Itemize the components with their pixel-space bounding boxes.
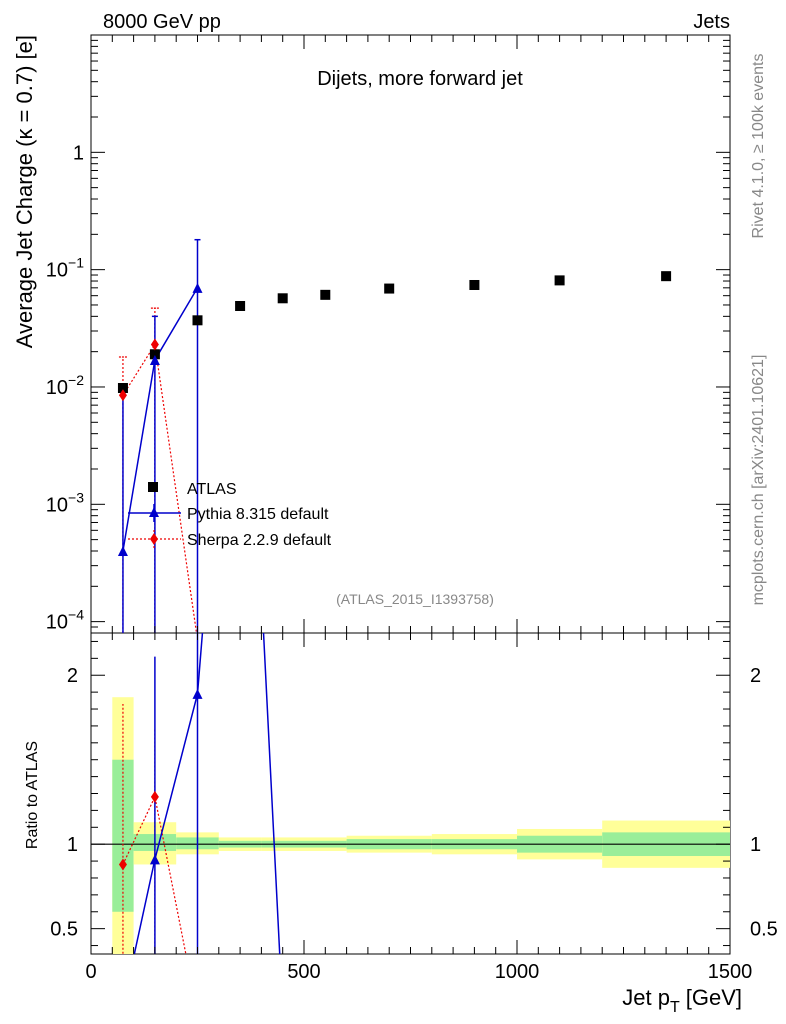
- ratio-pythia-line: [133, 633, 281, 954]
- rivet-label: Rivet 4.1.0, ≥ 100k events: [750, 54, 767, 239]
- pythia-marker: [149, 354, 160, 365]
- atlas-marker: [277, 293, 288, 304]
- atlas-marker: [192, 315, 203, 326]
- y-tick-label-main: 10−4: [46, 607, 84, 634]
- y-tick-label-base: 10: [46, 377, 68, 399]
- y-tick-label-base: 10: [46, 494, 68, 516]
- y-tick-label-main: 10−2: [46, 372, 84, 399]
- main-y-axis-label: Average Jet Charge (κ = 0.7) [e]: [12, 35, 37, 348]
- sherpa-marker: [150, 338, 159, 351]
- x-axis-label-sub: T: [670, 999, 680, 1016]
- ratio-pythia-marker: [192, 688, 203, 699]
- ratio-sherpa-marker: [150, 790, 159, 803]
- ratio-sherpa-line: [122, 794, 187, 954]
- y-tick-label-ratio-left: 0.5: [50, 919, 78, 941]
- x-tick-label: 1000: [495, 961, 540, 983]
- y-tick-label-base: 10: [46, 260, 68, 282]
- mcplots-label: mcplots.cern.ch [arXiv:2401.10621]: [750, 355, 767, 606]
- atlas-marker: [661, 271, 672, 282]
- y-tick-label-main: 10−1: [46, 255, 84, 282]
- pythia-marker: [192, 282, 203, 293]
- y-tick-label-ratio-left: 1: [67, 834, 78, 856]
- legend-sherpa-label: Sherpa 2.2.9 default: [187, 532, 332, 549]
- energy-label: 8000 GeV pp: [103, 11, 221, 33]
- ratio-pythia-marker: [149, 854, 160, 865]
- atlas-marker: [149, 349, 160, 360]
- y-tick-label-ratio-right: 1: [750, 834, 761, 856]
- x-axis-label-main: Jet p: [622, 985, 670, 1010]
- y-tick-label-ratio-right: 0.5: [750, 919, 778, 941]
- main-series-group: [117, 238, 672, 633]
- band-inner-0: [112, 759, 134, 912]
- ratio-plot-frame: [90, 632, 731, 955]
- x-tick-label: 0: [85, 961, 96, 983]
- y-tick-label-ratio-right: 2: [750, 665, 761, 687]
- y-tick-label-exp: −4: [68, 607, 84, 623]
- sherpa-marker: [118, 389, 127, 402]
- atlas-marker: [235, 301, 246, 312]
- x-axis-label: Jet pT [GeV]: [622, 985, 742, 1016]
- atlas-marker: [469, 279, 480, 290]
- legend-pythia-marker: [149, 507, 159, 517]
- analysis-label: (ATLAS_2015_I1393758): [336, 591, 494, 607]
- legend-sherpa-marker: [150, 533, 158, 545]
- atlas-marker: [117, 383, 128, 394]
- legend-pythia-label: Pythia 8.315 default: [187, 506, 329, 523]
- plot-title: Dijets, more forward jet: [317, 68, 523, 90]
- legend-atlas-label: ATLAS: [187, 481, 237, 498]
- pythia-marker: [117, 545, 128, 556]
- ratio-y-axis-label: Ratio to ATLAS: [24, 741, 41, 849]
- x-axis-label-unit: [GeV]: [686, 985, 742, 1010]
- category-label: Jets: [693, 11, 730, 33]
- ratio-series-group: [118, 633, 281, 954]
- legend: ATLAS Pythia 8.315 default Sherpa 2.2.9 …: [128, 481, 332, 549]
- y-tick-label-ratio-left: 2: [67, 665, 78, 687]
- y-tick-label-exp: −3: [68, 489, 84, 505]
- legend-atlas-marker: [148, 482, 158, 492]
- y-tick-label-main: 1: [73, 142, 84, 164]
- ratio-sherpa-marker: [118, 858, 127, 871]
- atlas-marker: [320, 289, 331, 300]
- y-tick-label-exp: −1: [68, 255, 84, 271]
- atlas-marker: [384, 283, 395, 294]
- ratio-uncertainty-bands: [112, 697, 730, 954]
- atlas-marker: [554, 275, 565, 286]
- y-tick-label-base: 10: [46, 612, 68, 634]
- x-tick-label: 500: [287, 961, 320, 983]
- y-tick-label-base: 1: [73, 142, 84, 164]
- axis-ticks: [90, 34, 731, 954]
- x-tick-label: 1500: [708, 961, 753, 983]
- y-tick-label-exp: −2: [68, 372, 84, 388]
- y-tick-label-main: 10−3: [46, 489, 84, 516]
